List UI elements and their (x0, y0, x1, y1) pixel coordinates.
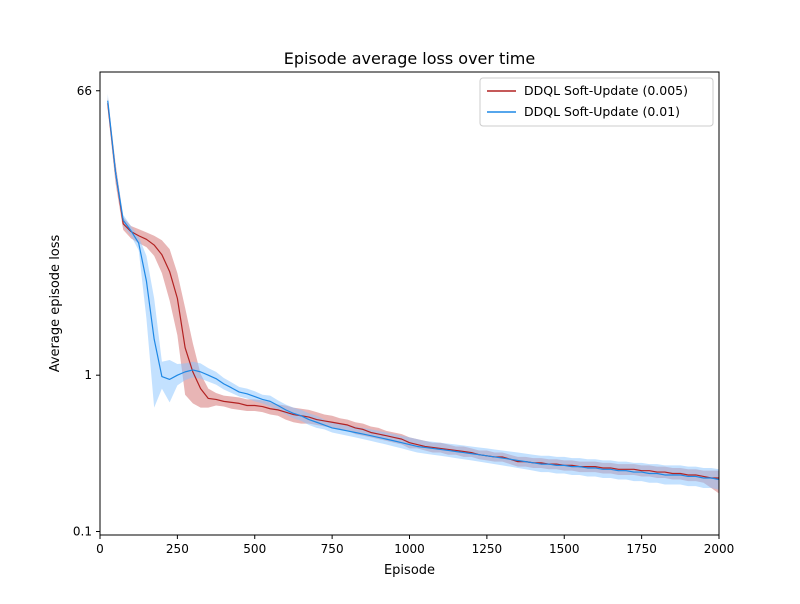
x-tick-label: 2000 (704, 542, 735, 556)
x-tick-label: 250 (166, 542, 189, 556)
x-tick-label: 1000 (394, 542, 425, 556)
legend-label-2: DDQL Soft-Update (0.01) (524, 104, 680, 119)
x-tick-label: 500 (243, 542, 266, 556)
axes: 0 250 500 750 1000 1250 1500 1750 2000 0.1 1 66 (73, 84, 734, 556)
legend-label-1: DDQL Soft-Update (0.005) (524, 83, 688, 98)
x-tick-label: 750 (321, 542, 344, 556)
x-tick-label: 1250 (472, 542, 503, 556)
y-tick-label: 66 (77, 84, 92, 98)
y-axis-label: Average episode loss (48, 234, 63, 372)
x-axis-label: Episode (384, 563, 435, 578)
y-tick-label: 1 (84, 368, 92, 382)
legend: DDQL Soft-Update (0.005) DDQL Soft-Update… (479, 77, 714, 127)
series-2-line (107, 100, 720, 481)
plot-area (107, 93, 720, 494)
legend-box (479, 77, 714, 127)
chart-title: Episode average loss over time (284, 49, 535, 68)
x-tick-label: 1500 (549, 542, 580, 556)
x-tick-label: 0 (96, 542, 104, 556)
y-tick-label: 0.1 (73, 525, 92, 539)
x-tick-label: 1750 (626, 542, 657, 556)
series-1-line (107, 103, 719, 479)
